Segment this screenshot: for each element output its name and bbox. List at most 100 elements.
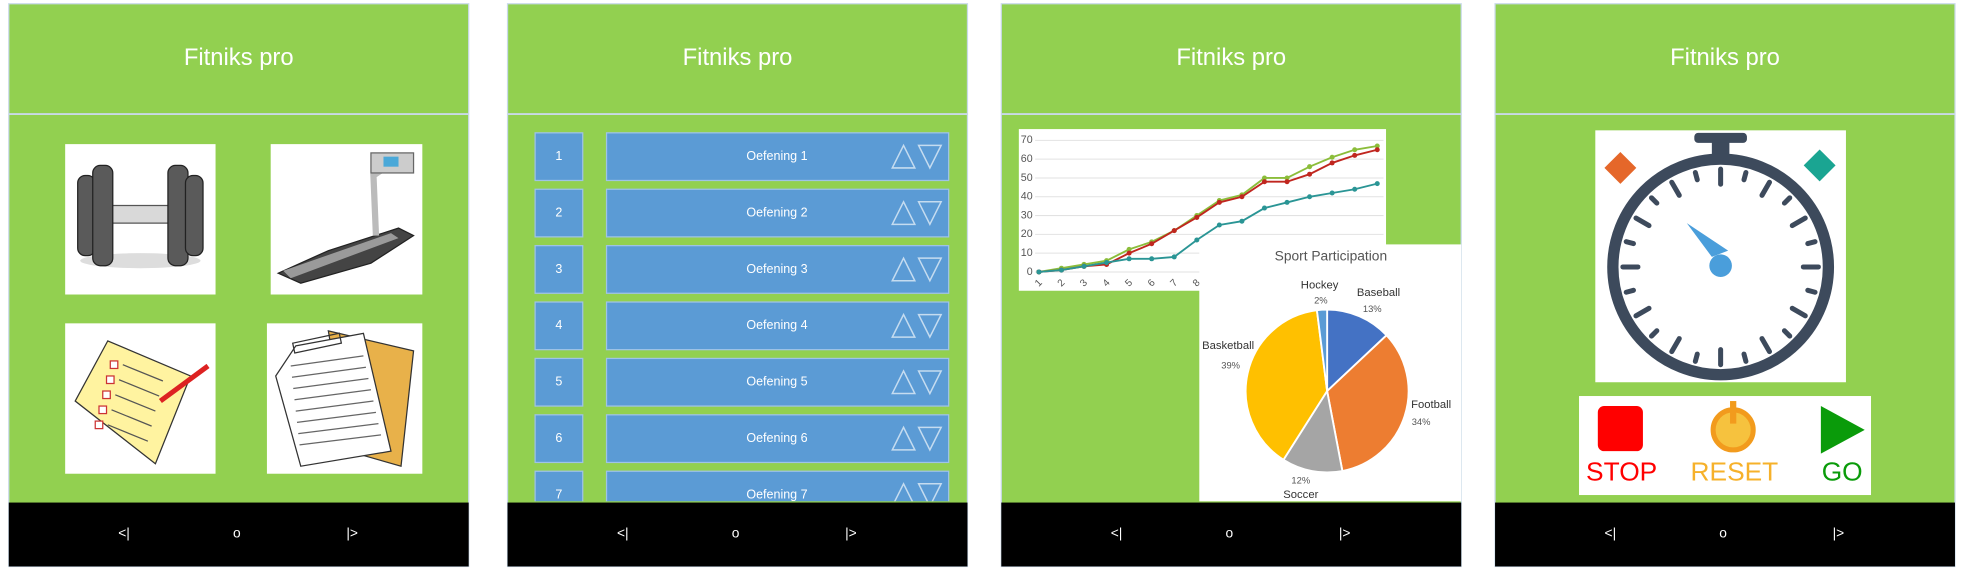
pie-title: Sport Participation <box>1275 249 1387 264</box>
stopwatch-hub <box>1709 254 1732 277</box>
nav-button[interactable]: <| <box>1111 526 1123 541</box>
nav-button[interactable]: o <box>1719 526 1727 541</box>
row-box[interactable] <box>605 470 950 519</box>
nav-button[interactable]: |> <box>1339 526 1351 541</box>
pie-value-label: 12% <box>1291 475 1310 486</box>
icon-shape <box>115 394 156 412</box>
move-down-arrow[interactable] <box>917 144 943 170</box>
move-up-arrow[interactable] <box>892 482 915 507</box>
line-point <box>1149 241 1155 247</box>
control-label[interactable]: RESET <box>1691 457 1779 487</box>
row-number-box[interactable] <box>534 132 584 182</box>
move-down-arrow[interactable] <box>917 257 943 283</box>
stop-icon[interactable] <box>1597 406 1643 452</box>
row-label: Oefening 6 <box>746 431 807 445</box>
dial-tick <box>1789 215 1808 229</box>
move-down-arrow[interactable] <box>917 201 943 227</box>
app-title: Fitniks pro <box>683 44 793 71</box>
dial-tick <box>1692 351 1700 364</box>
dial-tick <box>1649 195 1660 206</box>
row-number: 7 <box>555 487 562 501</box>
row-box[interactable] <box>605 357 950 407</box>
nav-button[interactable]: |> <box>346 526 358 541</box>
control-label[interactable]: GO <box>1822 457 1863 487</box>
pie-label: Baseball <box>1357 287 1400 299</box>
move-down-arrow[interactable] <box>917 483 943 507</box>
nav-button[interactable]: |> <box>1833 526 1845 541</box>
row-box[interactable] <box>605 414 950 464</box>
row-number: 1 <box>555 149 562 163</box>
line-point <box>1284 179 1290 185</box>
app-title: Fitniks pro <box>1670 44 1780 71</box>
nav-button[interactable]: <| <box>1605 526 1617 541</box>
line-point <box>1126 250 1132 256</box>
pie-label: Soccer <box>1283 489 1318 501</box>
line-point <box>1374 143 1380 149</box>
app-title: Fitniks pro <box>1176 44 1286 71</box>
row-number-box[interactable] <box>534 414 584 464</box>
move-up-arrow[interactable] <box>891 256 917 282</box>
line-point <box>1374 147 1380 153</box>
y-tick-label: 50 <box>1021 172 1033 184</box>
move-up-arrow[interactable] <box>891 312 917 338</box>
row-number-box[interactable] <box>534 301 584 351</box>
dial-tick <box>1623 239 1636 247</box>
row-box[interactable] <box>605 301 950 351</box>
move-up-arrow[interactable] <box>891 200 917 226</box>
row-number-box[interactable] <box>534 470 584 519</box>
y-tick-label: 10 <box>1021 247 1033 259</box>
move-up-arrow[interactable] <box>891 425 917 451</box>
row-box[interactable] <box>605 188 950 238</box>
line-point <box>1261 175 1267 181</box>
nav-button[interactable]: |> <box>845 526 857 541</box>
line-point <box>1149 256 1155 262</box>
dial-tick <box>1759 179 1773 198</box>
nav-button[interactable]: o <box>732 526 740 541</box>
nav-button[interactable]: <| <box>617 526 629 541</box>
row-number-box[interactable] <box>534 188 584 238</box>
nav-bar <box>1495 502 1955 567</box>
control-label[interactable]: STOP <box>1586 457 1657 487</box>
icon-shape <box>118 379 160 397</box>
icon-shape <box>107 424 149 442</box>
phone-screen: Fitniks pro STOP RESET GO <| o |> <box>1494 3 1956 568</box>
line-point <box>1284 199 1290 205</box>
pie-value-label: 34% <box>1412 416 1431 427</box>
row-box[interactable] <box>605 132 950 182</box>
move-down-arrow[interactable] <box>917 370 943 396</box>
line-point <box>1171 254 1177 260</box>
dial-tick <box>1741 170 1749 183</box>
line-point <box>1058 267 1064 273</box>
move-down-arrow[interactable] <box>917 426 943 452</box>
icon-shape <box>298 422 379 435</box>
icon-shape <box>291 332 343 354</box>
nav-button[interactable]: <| <box>118 526 130 541</box>
row-number-box[interactable] <box>534 245 584 294</box>
line-point <box>1329 190 1335 196</box>
pie-label: Basketball <box>1202 340 1254 352</box>
icon-shape <box>102 390 111 400</box>
line-point <box>1307 171 1313 177</box>
go-icon[interactable] <box>1820 406 1865 454</box>
move-down-arrow[interactable] <box>917 313 943 339</box>
line-point <box>1352 186 1358 192</box>
dial-tick <box>1623 287 1636 295</box>
pie-value-label: 39% <box>1221 359 1240 370</box>
move-up-arrow[interactable] <box>891 369 917 395</box>
nav-button[interactable]: o <box>1226 526 1234 541</box>
pie-slice <box>1315 308 1329 392</box>
row-number-box[interactable] <box>534 357 584 407</box>
line-series <box>1038 182 1378 273</box>
row-label: Oefening 7 <box>746 487 807 501</box>
icon-shape <box>109 360 119 370</box>
icon-shape <box>295 400 374 412</box>
icon-shape <box>383 156 399 167</box>
row-number: 4 <box>555 318 562 332</box>
move-up-arrow[interactable] <box>891 143 917 169</box>
nav-button[interactable]: o <box>233 526 241 541</box>
dial-tick <box>1781 328 1793 339</box>
row-box[interactable] <box>605 245 950 294</box>
dial-tick <box>1692 170 1700 183</box>
line-point <box>1261 179 1267 185</box>
